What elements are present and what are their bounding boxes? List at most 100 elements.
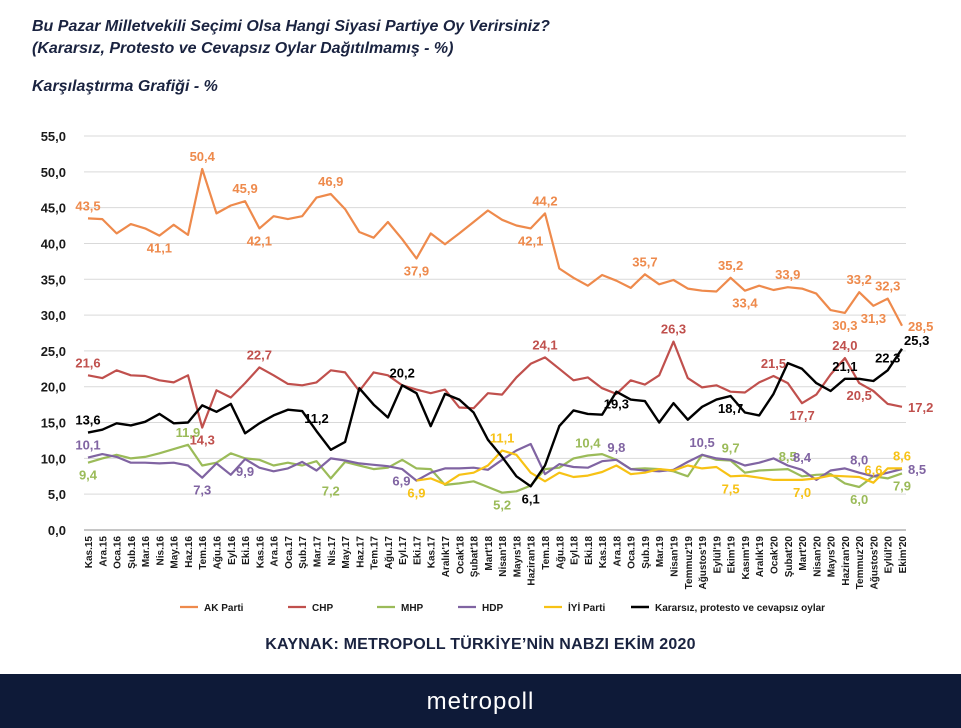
x-tick-label: Kas.17 [427, 536, 438, 569]
data-label: 33,2 [847, 272, 872, 287]
data-label: 9,7 [722, 441, 740, 456]
x-tick-label: Şub.17 [298, 536, 309, 569]
x-tick-label: Tem.17 [370, 536, 381, 570]
data-label: 21,5 [761, 356, 786, 371]
x-tick-label: Haz.16 [184, 536, 195, 568]
x-tick-label: Eyl.16 [227, 536, 238, 565]
x-tick-label: Şub.16 [127, 536, 138, 569]
x-tick-label: Şub.19 [641, 536, 652, 569]
data-label: 7,9 [893, 478, 911, 493]
data-label: 6,9 [392, 474, 410, 489]
x-tick-label: Haz.17 [355, 536, 366, 568]
x-tick-label: Mar.19 [655, 536, 666, 568]
data-label: 9,9 [236, 464, 254, 479]
x-tick-label: Haziran'20 [841, 536, 852, 586]
data-label: 19,3 [604, 397, 629, 412]
data-label: 20,5 [847, 388, 872, 403]
data-label: 22,7 [247, 347, 272, 362]
x-tick-label: Nisan'18 [498, 536, 509, 577]
series-line-1 [87, 340, 903, 429]
x-tick-label: Ocak'18 [455, 536, 466, 574]
data-label: 25,3 [904, 333, 929, 348]
data-label: 6,0 [850, 492, 868, 507]
x-tick-label: Eyl.18 [570, 536, 581, 565]
y-tick-label: 45,0 [41, 201, 66, 216]
data-label: 10,4 [575, 435, 601, 450]
data-label: 41,1 [147, 241, 172, 256]
data-label: 7,0 [793, 485, 811, 500]
x-tick-label: Nisan'19 [670, 536, 681, 577]
data-label: 45,9 [232, 181, 257, 196]
x-tick-label: Ağu.17 [384, 536, 395, 570]
data-label: 20,2 [390, 365, 415, 380]
y-tick-label: 25,0 [41, 344, 66, 359]
x-tick-label: Haziran'18 [527, 536, 538, 586]
x-tick-label: Kas.18 [598, 536, 609, 569]
data-label: 26,3 [661, 322, 686, 337]
x-tick-label: Mart'18 [484, 536, 495, 571]
data-label: 21,6 [75, 355, 100, 370]
data-label: 30,3 [832, 318, 857, 333]
x-tick-label: Mar.17 [312, 536, 323, 568]
legend-item: HDP [458, 603, 503, 614]
data-label: 35,2 [718, 258, 743, 273]
data-label: 17,2 [908, 400, 933, 415]
data-label: 8,5 [779, 449, 797, 464]
x-tick-label: Temmuz'20 [855, 536, 866, 590]
x-tick-label: Eylül'19 [712, 536, 723, 574]
x-tick-label: Ekim'20 [898, 536, 909, 574]
y-tick-label: 15,0 [41, 416, 66, 431]
legend-label: HDP [482, 603, 503, 614]
data-label: 8,0 [850, 453, 868, 468]
x-tick-label: Oca.16 [113, 536, 124, 569]
y-tick-label: 40,0 [41, 236, 66, 251]
x-tick-label: Mayıs'18 [512, 536, 523, 578]
x-tick-label: Oca.19 [627, 536, 638, 569]
legend-item: AK Parti [180, 603, 244, 614]
y-tick-label: 20,0 [41, 380, 66, 395]
x-tick-label: Nis.16 [155, 536, 166, 566]
data-label: 18,7 [718, 401, 743, 416]
data-label: 8,5 [908, 462, 926, 477]
x-tick-label: Nis.17 [327, 536, 338, 566]
legend-item: İYİ Parti [544, 601, 605, 614]
x-tick-label: Ağustos'19 [698, 536, 709, 590]
source-note: KAYNAK: METROPOLL TÜRKİYE’NİN NABZI EKİM… [265, 636, 696, 653]
x-tick-label: Aralık'17 [441, 536, 452, 578]
x-tick-label: Ara.15 [98, 536, 109, 567]
data-label: 24,0 [832, 338, 857, 353]
x-tick-label: Şubat'18 [470, 536, 481, 578]
x-tick-label: Mayıs'20 [827, 536, 838, 578]
chart-caption: Karşılaştırma Grafiği - % [32, 78, 218, 95]
data-label: 9,4 [79, 468, 98, 483]
x-tick-label: Eyl.17 [398, 536, 409, 565]
x-tick-label: Temmuz'19 [684, 536, 695, 590]
data-label: 13,6 [75, 413, 100, 428]
x-tick-label: Ara.18 [612, 536, 623, 567]
legend-item: MHP [377, 603, 424, 614]
series-line-5 [87, 348, 903, 488]
data-label: 7,3 [193, 483, 211, 498]
data-label: 22,3 [875, 350, 900, 365]
x-tick-label: Oca.17 [284, 536, 295, 569]
data-label: 42,1 [518, 233, 543, 248]
y-tick-label: 55,0 [41, 129, 66, 144]
x-tick-label: Mart'20 [798, 536, 809, 571]
x-tick-label: Mar.16 [141, 536, 152, 568]
data-label: 11,2 [304, 411, 329, 426]
x-tick-label: Kasım'19 [741, 536, 752, 580]
y-tick-label: 30,0 [41, 308, 66, 323]
footer-bar [0, 674, 961, 728]
series-line-2 [87, 443, 903, 494]
legend-label: CHP [312, 603, 333, 614]
data-label: 7,5 [722, 481, 740, 496]
x-tick-label: Ağustos'20 [869, 536, 880, 590]
data-label: 10,5 [689, 435, 714, 450]
data-label: 5,2 [493, 498, 511, 513]
x-tick-label: Ağu.16 [213, 536, 224, 570]
y-tick-label: 10,0 [41, 451, 66, 466]
x-tick-label: Eylül'20 [884, 536, 895, 574]
line-chart: 0,0 5,0 10,0 15,0 20,0 25,0 30,0 35,0 40,0 45,0 50… [41, 129, 934, 614]
series-line-4 [416, 449, 902, 486]
data-label: 6,9 [407, 486, 425, 501]
